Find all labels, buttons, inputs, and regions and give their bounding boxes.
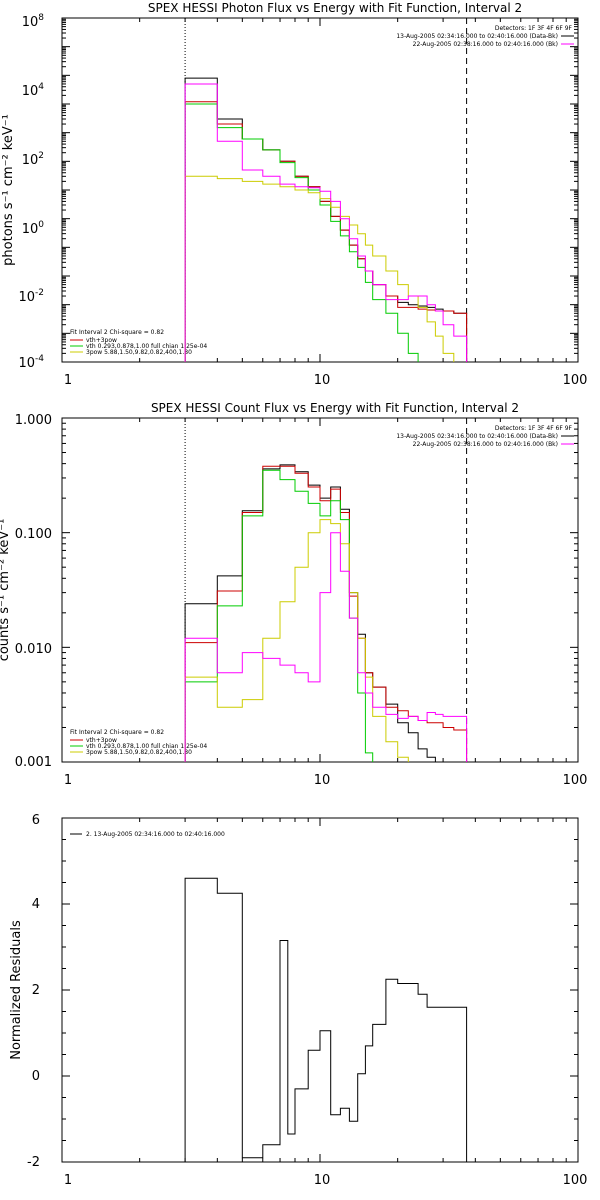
photon-ytick-label: 100 bbox=[22, 220, 45, 237]
photon-series-line-2 bbox=[184, 103, 419, 362]
photon-xtick-label: 10 bbox=[314, 373, 331, 388]
residuals-xtick-label: 10 bbox=[314, 1173, 331, 1188]
photon-xtick-label: 1 bbox=[64, 373, 72, 388]
count-ytick-label: 0.001 bbox=[15, 755, 52, 770]
residuals-ytick-label: 0 bbox=[32, 1069, 40, 1084]
photon-ytick-label: 10-2 bbox=[18, 288, 44, 305]
count-ylabel: counts s⁻¹ cm⁻² keV⁻¹ bbox=[0, 519, 12, 662]
photon-fit-entry: vth 0.293,0.878,1.00 full chian 1.25e-04 bbox=[86, 343, 207, 350]
photon-ytick-labels: 10-4 10-2 100 102 104 108 bbox=[18, 13, 44, 371]
residuals-legend-entry: 2. 13-Aug-2005 02:34:16.000 to 02:40:16.… bbox=[86, 831, 225, 838]
generated-marks bbox=[61, 17, 579, 1163]
photon-ytick-label: 102 bbox=[22, 151, 44, 168]
photon-legend-header: Detectors: 1F 3F 4F 6F 9F bbox=[495, 25, 573, 32]
count-series-line-3 bbox=[184, 519, 409, 762]
photon-series-line-0 bbox=[184, 77, 468, 362]
count-legend-entry: 13-Aug-2005 02:34:16.000 to 02:40:16.000… bbox=[396, 433, 558, 440]
count-series-line-4 bbox=[184, 532, 468, 762]
photon-fit-header: Fit Interval 2 Chi-square = 0.82 bbox=[70, 329, 164, 336]
photon-ytick-label: 104 bbox=[22, 82, 45, 99]
photon-legend-entry: 22-Aug-2005 02:38:16.000 to 02:40:16.000… bbox=[413, 41, 558, 48]
photon-legend-entry: 13-Aug-2005 02:34:16.000 to 02:40:16.000… bbox=[396, 33, 558, 40]
count-ytick-label: 0.010 bbox=[15, 642, 52, 657]
residuals-panel: 1 10 100 -2 0 2 4 6 Normalized Residuals… bbox=[9, 813, 587, 1188]
photon-ylabel: photons s⁻¹ cm⁻² keV⁻¹ bbox=[1, 114, 16, 266]
residuals-xtick-label: 1 bbox=[64, 1173, 72, 1188]
photon-ytick-label: 10-4 bbox=[18, 354, 44, 371]
photon-series-line-4 bbox=[184, 83, 468, 362]
count-xtick-label: 10 bbox=[314, 773, 331, 788]
count-legend-header: Detectors: 1F 3F 4F 6F 9F bbox=[495, 425, 573, 432]
photon-xtick-label: 100 bbox=[563, 373, 588, 388]
count-ytick-label: 0.100 bbox=[15, 527, 52, 542]
residuals-xtick-label: 100 bbox=[563, 1173, 588, 1188]
photon-series-line-1 bbox=[184, 101, 468, 362]
residuals-series-line-0 bbox=[184, 877, 468, 1162]
count-series-line-2 bbox=[184, 469, 374, 762]
photon-fit-entry: 3pow 5.88,1.50,9.82,0.82,400,1.80 bbox=[86, 349, 192, 356]
count-fit-header: Fit Interval 2 Chi-square = 0.82 bbox=[70, 729, 164, 736]
count-xtick-label: 1 bbox=[64, 773, 72, 788]
count-plot-frame bbox=[61, 417, 579, 763]
count-fit-entry: 3pow 5.88,1.50,9.82,0.82,400,1.80 bbox=[86, 749, 192, 756]
count-fit-entry: vth 0.293,0.878,1.00 full chian 1.25e-04 bbox=[86, 743, 207, 750]
residuals-ytick-label: -2 bbox=[27, 1155, 40, 1170]
residuals-plot-frame bbox=[61, 817, 579, 1163]
residuals-ytick-label: 4 bbox=[32, 897, 40, 912]
count-series-line-1 bbox=[184, 465, 468, 762]
count-legend-entry: 22-Aug-2005 02:38:16.000 to 02:40:16.000… bbox=[413, 441, 558, 448]
residuals-ytick-label: 2 bbox=[32, 983, 40, 998]
count-flux-panel: SPEX HESSI Count Flux vs Energy with Fit… bbox=[0, 401, 587, 788]
photon-fit-entry: vth+3pow bbox=[86, 337, 117, 344]
residuals-ytick-label: 6 bbox=[32, 813, 40, 828]
count-fit-entry: vth+3pow bbox=[86, 737, 117, 744]
residuals-ylabel: Normalized Residuals bbox=[9, 920, 24, 1060]
photon-ytick-label: 108 bbox=[22, 13, 45, 30]
count-chart-title: SPEX HESSI Count Flux vs Energy with Fit… bbox=[151, 401, 519, 415]
count-ytick-label: 1.000 bbox=[15, 413, 52, 428]
photon-series-line-3 bbox=[184, 175, 455, 362]
photon-flux-panel: SPEX HESSI Photon Flux vs Energy with Fi… bbox=[1, 1, 587, 388]
photon-chart-title: SPEX HESSI Photon Flux vs Energy with Fi… bbox=[148, 1, 522, 15]
count-xtick-label: 100 bbox=[563, 773, 588, 788]
